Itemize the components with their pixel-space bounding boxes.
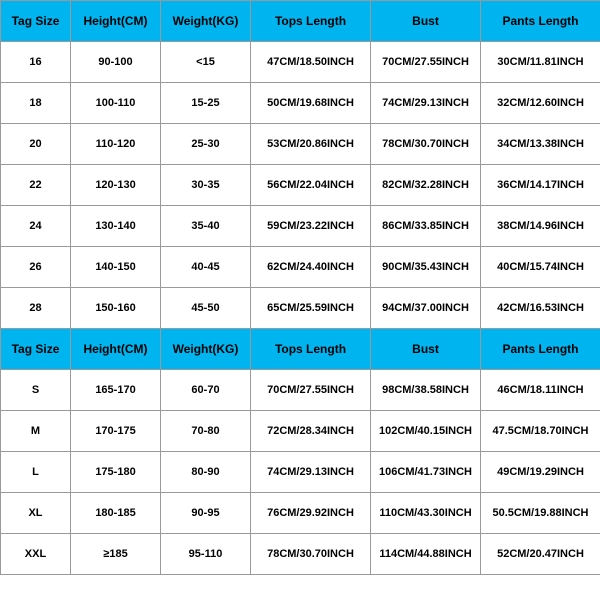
cell-height: ≥185 [71,534,161,575]
cell-height: 90-100 [71,42,161,83]
table-row: 24130-14035-4059CM/23.22INCH86CM/33.85IN… [1,206,600,247]
cell-bust: 86CM/33.85INCH [371,206,481,247]
cell-bust: 98CM/38.58INCH [371,370,481,411]
cell-tops: 70CM/27.55INCH [251,370,371,411]
cell-pants: 46CM/18.11INCH [481,370,600,411]
cell-tops: 56CM/22.04INCH [251,165,371,206]
cell-weight: 45-50 [161,288,251,329]
cell-tag: 18 [1,83,71,124]
cell-height: 110-120 [71,124,161,165]
cell-pants: 52CM/20.47INCH [481,534,600,575]
table-row: 22120-13030-3556CM/22.04INCH82CM/32.28IN… [1,165,600,206]
cell-tops: 53CM/20.86INCH [251,124,371,165]
table-row: 26140-15040-4562CM/24.40INCH90CM/35.43IN… [1,247,600,288]
cell-tag: 28 [1,288,71,329]
col-header-height: Height(CM) [71,329,161,370]
cell-tag: 20 [1,124,71,165]
cell-weight: 80-90 [161,452,251,493]
cell-pants: 36CM/14.17INCH [481,165,600,206]
table-row: 20110-12025-3053CM/20.86INCH78CM/30.70IN… [1,124,600,165]
cell-tops: 50CM/19.68INCH [251,83,371,124]
cell-pants: 30CM/11.81INCH [481,42,600,83]
cell-pants: 34CM/13.38INCH [481,124,600,165]
cell-weight: 60-70 [161,370,251,411]
col-header-tops: Tops Length [251,1,371,42]
cell-tag: 16 [1,42,71,83]
cell-height: 170-175 [71,411,161,452]
cell-pants: 42CM/16.53INCH [481,288,600,329]
cell-tops: 78CM/30.70INCH [251,534,371,575]
cell-tops: 47CM/18.50INCH [251,42,371,83]
cell-height: 130-140 [71,206,161,247]
table-row: S165-17060-7070CM/27.55INCH98CM/38.58INC… [1,370,600,411]
cell-tag: S [1,370,71,411]
cell-height: 180-185 [71,493,161,534]
cell-bust: 106CM/41.73INCH [371,452,481,493]
cell-bust: 114CM/44.88INCH [371,534,481,575]
cell-tops: 59CM/23.22INCH [251,206,371,247]
col-header-tops: Tops Length [251,329,371,370]
table-row: 1690-100<1547CM/18.50INCH70CM/27.55INCH3… [1,42,600,83]
table-row: L175-18080-9074CM/29.13INCH106CM/41.73IN… [1,452,600,493]
cell-tops: 74CM/29.13INCH [251,452,371,493]
cell-weight: 35-40 [161,206,251,247]
cell-pants: 49CM/19.29INCH [481,452,600,493]
table-row: XL180-18590-9576CM/29.92INCH110CM/43.30I… [1,493,600,534]
cell-bust: 74CM/29.13INCH [371,83,481,124]
table-header-row: Tag SizeHeight(CM)Weight(KG)Tops LengthB… [1,1,600,42]
col-header-pants: Pants Length [481,329,600,370]
cell-tag: L [1,452,71,493]
cell-bust: 110CM/43.30INCH [371,493,481,534]
cell-weight: 90-95 [161,493,251,534]
cell-weight: <15 [161,42,251,83]
cell-tops: 76CM/29.92INCH [251,493,371,534]
col-header-bust: Bust [371,329,481,370]
col-header-weight: Weight(KG) [161,1,251,42]
cell-tag: 22 [1,165,71,206]
col-header-tag: Tag Size [1,1,71,42]
cell-bust: 70CM/27.55INCH [371,42,481,83]
cell-height: 140-150 [71,247,161,288]
table-row: XXL≥18595-11078CM/30.70INCH114CM/44.88IN… [1,534,600,575]
cell-tops: 62CM/24.40INCH [251,247,371,288]
cell-tag: XXL [1,534,71,575]
cell-pants: 32CM/12.60INCH [481,83,600,124]
cell-tops: 65CM/25.59INCH [251,288,371,329]
cell-tag: M [1,411,71,452]
cell-height: 100-110 [71,83,161,124]
cell-height: 150-160 [71,288,161,329]
col-header-weight: Weight(KG) [161,329,251,370]
col-header-bust: Bust [371,1,481,42]
cell-pants: 38CM/14.96INCH [481,206,600,247]
cell-tag: XL [1,493,71,534]
cell-weight: 15-25 [161,83,251,124]
cell-bust: 102CM/40.15INCH [371,411,481,452]
cell-height: 165-170 [71,370,161,411]
col-header-pants: Pants Length [481,1,600,42]
cell-weight: 30-35 [161,165,251,206]
col-header-height: Height(CM) [71,1,161,42]
col-header-tag: Tag Size [1,329,71,370]
cell-pants: 40CM/15.74INCH [481,247,600,288]
size-chart-table: Tag SizeHeight(CM)Weight(KG)Tops LengthB… [0,0,600,575]
table-row: 18100-11015-2550CM/19.68INCH74CM/29.13IN… [1,83,600,124]
table-row: 28150-16045-5065CM/25.59INCH94CM/37.00IN… [1,288,600,329]
cell-weight: 40-45 [161,247,251,288]
cell-tops: 72CM/28.34INCH [251,411,371,452]
cell-bust: 78CM/30.70INCH [371,124,481,165]
cell-height: 120-130 [71,165,161,206]
cell-bust: 94CM/37.00INCH [371,288,481,329]
table-header-row: Tag SizeHeight(CM)Weight(KG)Tops LengthB… [1,329,600,370]
cell-weight: 25-30 [161,124,251,165]
cell-height: 175-180 [71,452,161,493]
cell-weight: 70-80 [161,411,251,452]
cell-pants: 50.5CM/19.88INCH [481,493,600,534]
cell-pants: 47.5CM/18.70INCH [481,411,600,452]
cell-tag: 26 [1,247,71,288]
table-row: M170-17570-8072CM/28.34INCH102CM/40.15IN… [1,411,600,452]
cell-bust: 82CM/32.28INCH [371,165,481,206]
cell-tag: 24 [1,206,71,247]
cell-weight: 95-110 [161,534,251,575]
cell-bust: 90CM/35.43INCH [371,247,481,288]
